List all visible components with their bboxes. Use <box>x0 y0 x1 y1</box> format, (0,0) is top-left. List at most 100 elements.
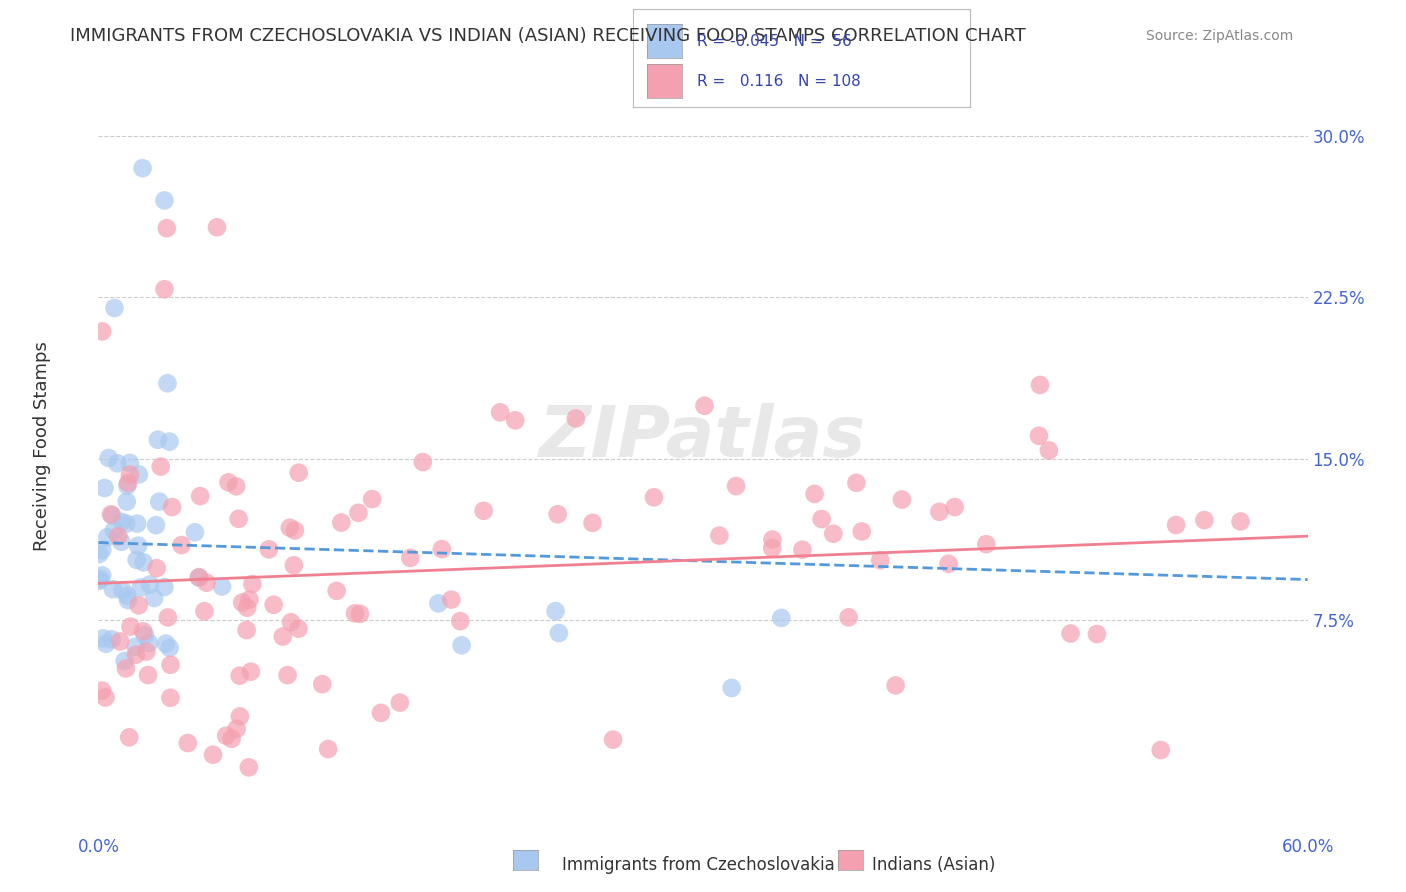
Point <box>170 538 193 552</box>
Point <box>188 571 211 585</box>
Point <box>87 574 110 588</box>
Point <box>838 610 860 624</box>
Point <box>450 638 472 652</box>
Point <box>136 668 159 682</box>
Point <box>156 221 179 235</box>
Point <box>159 640 181 655</box>
Point <box>115 494 138 508</box>
Point <box>100 632 122 647</box>
Point <box>440 592 463 607</box>
Point <box>1029 378 1052 392</box>
Point <box>184 525 207 540</box>
Point <box>240 577 263 591</box>
Point <box>89 547 111 561</box>
Point <box>118 731 141 745</box>
Point <box>187 570 209 584</box>
Point <box>845 475 868 490</box>
Point <box>311 677 333 691</box>
Point <box>280 615 302 630</box>
Point <box>869 553 891 567</box>
Point <box>118 456 141 470</box>
Point <box>229 709 252 723</box>
Point <box>548 626 571 640</box>
Point <box>96 530 118 544</box>
Point <box>851 524 873 539</box>
Point <box>221 731 243 746</box>
Point <box>225 722 247 736</box>
Point <box>218 475 240 490</box>
Point <box>643 491 665 505</box>
Point <box>145 518 167 533</box>
Point <box>153 194 176 208</box>
Point <box>159 434 181 449</box>
Point <box>803 487 825 501</box>
Point <box>117 589 139 603</box>
Point <box>215 729 238 743</box>
Point <box>148 494 170 508</box>
Point <box>91 683 114 698</box>
Point <box>132 555 155 569</box>
Point <box>361 492 384 507</box>
Point <box>103 301 125 315</box>
Point <box>101 582 124 597</box>
Point <box>108 634 131 648</box>
Point <box>388 696 411 710</box>
Text: Indians (Asian): Indians (Asian) <box>872 856 995 874</box>
Point <box>1059 626 1081 640</box>
Point <box>238 592 260 607</box>
Point <box>544 604 567 618</box>
Point <box>263 598 285 612</box>
Point <box>115 516 138 531</box>
Point <box>547 507 569 521</box>
Point <box>761 541 783 555</box>
Point <box>149 459 172 474</box>
Point <box>938 557 960 571</box>
Point <box>349 607 371 621</box>
Point <box>115 661 138 675</box>
Point <box>153 580 176 594</box>
Point <box>709 528 731 542</box>
Point <box>193 604 215 618</box>
Point <box>117 479 139 493</box>
Point <box>188 489 211 503</box>
Text: ZIPatlas: ZIPatlas <box>540 402 866 472</box>
Point <box>278 521 301 535</box>
Point <box>94 690 117 705</box>
Point <box>91 543 114 558</box>
Text: R =   0.116   N = 108: R = 0.116 N = 108 <box>697 74 860 88</box>
Point <box>94 637 117 651</box>
Point <box>89 572 111 586</box>
Point <box>139 577 162 591</box>
Text: R = -0.045   N =  56: R = -0.045 N = 56 <box>697 34 852 48</box>
Point <box>91 568 114 582</box>
Text: Source: ZipAtlas.com: Source: ZipAtlas.com <box>1146 29 1294 43</box>
Point <box>145 561 167 575</box>
Point <box>101 508 124 523</box>
Point <box>928 505 950 519</box>
Point <box>271 630 294 644</box>
Point <box>489 405 512 419</box>
Point <box>160 500 183 514</box>
Point <box>159 690 181 705</box>
Point <box>1164 518 1187 533</box>
Point <box>943 500 966 514</box>
Point <box>693 399 716 413</box>
Point <box>238 760 260 774</box>
Point <box>111 583 134 598</box>
Point <box>143 591 166 606</box>
Point <box>720 681 742 695</box>
Point <box>472 504 495 518</box>
Point <box>138 636 160 650</box>
Point <box>427 596 450 610</box>
Point <box>128 467 150 482</box>
Point <box>117 475 139 490</box>
Point <box>792 542 814 557</box>
Point <box>91 632 114 646</box>
Point <box>343 607 366 621</box>
Text: IMMIGRANTS FROM CZECHOSLOVAKIA VS INDIAN (ASIAN) RECEIVING FOOD STAMPS CORRELATI: IMMIGRANTS FROM CZECHOSLOVAKIA VS INDIAN… <box>70 27 1026 45</box>
Point <box>118 467 141 482</box>
Point <box>105 456 128 470</box>
Point <box>1028 429 1050 443</box>
Point <box>239 665 262 679</box>
Point <box>602 732 624 747</box>
